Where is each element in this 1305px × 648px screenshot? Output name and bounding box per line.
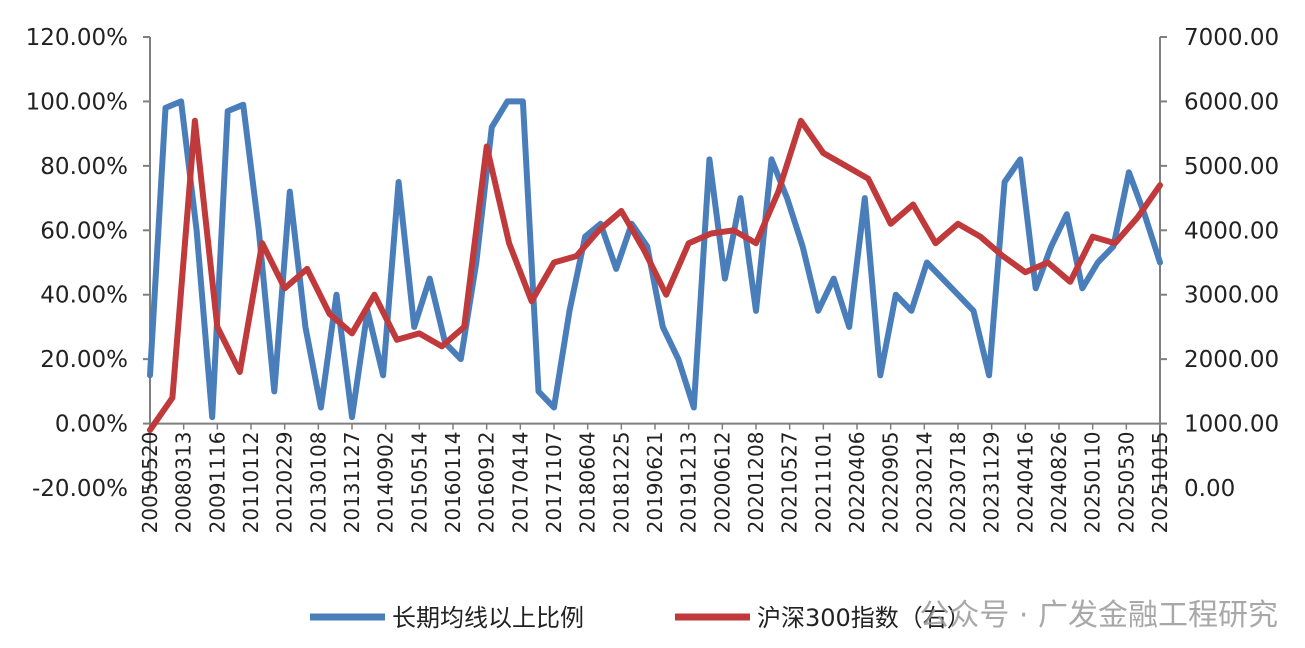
x-tick-label: 20130108 — [306, 432, 330, 534]
x-tick-label: 20220905 — [879, 432, 903, 534]
right-tick-label: 5000.00 — [1184, 154, 1279, 180]
legend-label-ratio: 长期均线以上比例 — [392, 604, 584, 632]
left-tick-label: 120.00% — [26, 25, 128, 51]
x-tick-label: 20230718 — [946, 432, 970, 534]
x-tick-label: 20131127 — [340, 432, 364, 534]
x-tick-label: 20181225 — [609, 432, 633, 534]
x-tick-label: 20160912 — [475, 432, 499, 534]
series-line-ratio — [147, 98, 1163, 421]
x-tick-label: 20050520 — [138, 432, 162, 534]
x-tick-label: 20240826 — [1047, 432, 1071, 534]
x-tick-label: 20160114 — [441, 432, 465, 534]
x-tick-label: 20231129 — [980, 432, 1004, 534]
left-tick-label: 60.00% — [40, 218, 128, 244]
x-tick-label: 20171107 — [542, 432, 566, 534]
left-tick-label: 0.00% — [55, 412, 128, 438]
right-tick-label: 1000.00 — [1184, 412, 1279, 438]
right-tick-label: 0.00 — [1184, 476, 1235, 502]
x-tick-label: 20240416 — [1013, 432, 1037, 534]
x-tick-label: 20080313 — [172, 432, 196, 534]
series-line-csi300 — [147, 117, 1163, 433]
x-tick-label: 20210527 — [778, 432, 802, 534]
watermark: 公众号 · 广发金融工程研究 — [919, 598, 1278, 633]
right-tick-label: 3000.00 — [1184, 283, 1279, 309]
right-tick-label: 4000.00 — [1184, 218, 1279, 244]
x-tick-label: 20200612 — [710, 432, 734, 534]
x-tick-label: 20251015 — [1148, 432, 1172, 534]
x-tick-label: 20250530 — [1114, 432, 1138, 534]
x-tick-label: 20091116 — [205, 432, 229, 534]
legend: 长期均线以上比例 沪深300指数（右） — [310, 604, 971, 632]
x-tick-label: 20211101 — [811, 432, 835, 534]
x-tick-label: 20120229 — [273, 432, 297, 534]
x-tick-label: 20191213 — [677, 432, 701, 534]
x-tick-label: 20180604 — [576, 432, 600, 534]
right-tick-label: 6000.00 — [1184, 89, 1279, 115]
series-layer — [147, 98, 1163, 433]
left-tick-label: 80.00% — [40, 154, 128, 180]
left-tick-label: 100.00% — [26, 89, 128, 115]
x-tick-label: 20201208 — [744, 432, 768, 534]
right-tick-label: 2000.00 — [1184, 347, 1279, 373]
watermark-text: 公众号 · 广发金融工程研究 — [919, 598, 1278, 633]
x-tick-label: 20250110 — [1081, 432, 1105, 534]
x-tick-label: 20150514 — [407, 432, 431, 534]
left-tick-label: 20.00% — [40, 347, 128, 373]
x-tick-label: 20140902 — [374, 432, 398, 534]
legend-label-csi300: 沪深300指数（右） — [757, 604, 971, 632]
axes: -20.00% 0.00% 20.00% 40.00% 60.00% 80.00% 100.… — [26, 25, 1279, 533]
x-tick-label: 20170414 — [508, 432, 532, 534]
x-tick-label: 20110112 — [239, 432, 263, 534]
x-tick-label: 20230214 — [912, 432, 936, 534]
x-tick-label: 20220406 — [845, 432, 869, 534]
right-tick-label: 7000.00 — [1184, 25, 1279, 51]
x-tick-label: 20190621 — [643, 432, 667, 534]
left-tick-label: -20.00% — [32, 476, 128, 502]
left-tick-label: 40.00% — [40, 283, 128, 309]
